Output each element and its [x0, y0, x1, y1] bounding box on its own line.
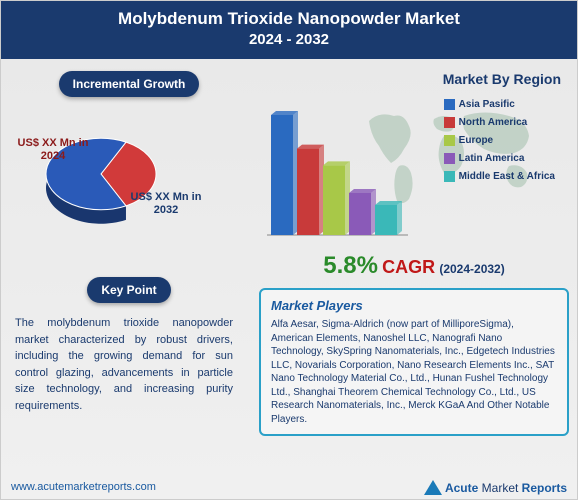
incremental-badge: Incremental Growth [59, 71, 200, 97]
bar-chart-svg [263, 105, 413, 245]
logo-text: Acute Market Reports [445, 481, 567, 495]
legend-swatch [444, 171, 455, 182]
cagr-label: CAGR [382, 257, 435, 277]
pie-label-2024: US$ XX Mn in 2024 [13, 137, 93, 163]
cagr-range: (2024-2032) [439, 262, 504, 276]
legend-swatch [444, 99, 455, 110]
legend-item: Middle East & Africa [444, 171, 555, 182]
left-column: Incremental Growth US$ XX Mn in 2024 US$… [9, 71, 249, 418]
region-chart: Asia Pasific North America Europe Latin Ame… [259, 93, 559, 248]
logo-triangle-icon [424, 480, 442, 495]
legend-swatch [444, 153, 455, 164]
cagr-pct: 5.8% [323, 252, 378, 279]
pie-svg [21, 109, 181, 249]
pie-label-2032: US$ XX Mn in 2032 [121, 191, 211, 217]
keypoint-badge: Key Point [87, 277, 170, 303]
legend-item: Asia Pasific [444, 99, 555, 110]
players-box: Market Players Alfa Aesar, Sigma-Aldrich… [259, 288, 569, 436]
legend-item: Latin America [444, 153, 555, 164]
right-column: Market By Region Asia Pasific North Ameri… [259, 71, 569, 436]
year-range: 2024 - 2032 [1, 31, 577, 48]
region-legend: Asia Pasific North America Europe Latin Ame… [444, 99, 555, 189]
legend-item: North America [444, 117, 555, 128]
cagr-line: 5.8% CAGR (2024-2032) [259, 252, 569, 280]
legend-label: Latin America [459, 153, 525, 164]
footer-url: www.acutemarketreports.com [11, 481, 156, 493]
keypoint-text: The molybdenum trioxide nanopowder marke… [9, 311, 239, 418]
legend-label: Asia Pasific [459, 99, 515, 110]
legend-label: North America [459, 117, 528, 128]
infographic-container: Molybdenum Trioxide Nanopowder Market 20… [0, 0, 578, 500]
logo: Acute Market Reports [424, 480, 567, 495]
players-title: Market Players [271, 298, 557, 313]
legend-swatch [444, 135, 455, 146]
region-title: Market By Region [259, 71, 569, 87]
title: Molybdenum Trioxide Nanopowder Market [1, 9, 577, 29]
players-text: Alfa Aesar, Sigma-Aldrich (now part of M… [271, 318, 557, 426]
pie-chart: US$ XX Mn in 2024 US$ XX Mn in 2032 [21, 109, 221, 269]
legend-label: Europe [459, 135, 493, 146]
legend-swatch [444, 117, 455, 128]
legend-label: Middle East & Africa [459, 171, 555, 182]
legend-item: Europe [444, 135, 555, 146]
header: Molybdenum Trioxide Nanopowder Market 20… [1, 1, 577, 59]
